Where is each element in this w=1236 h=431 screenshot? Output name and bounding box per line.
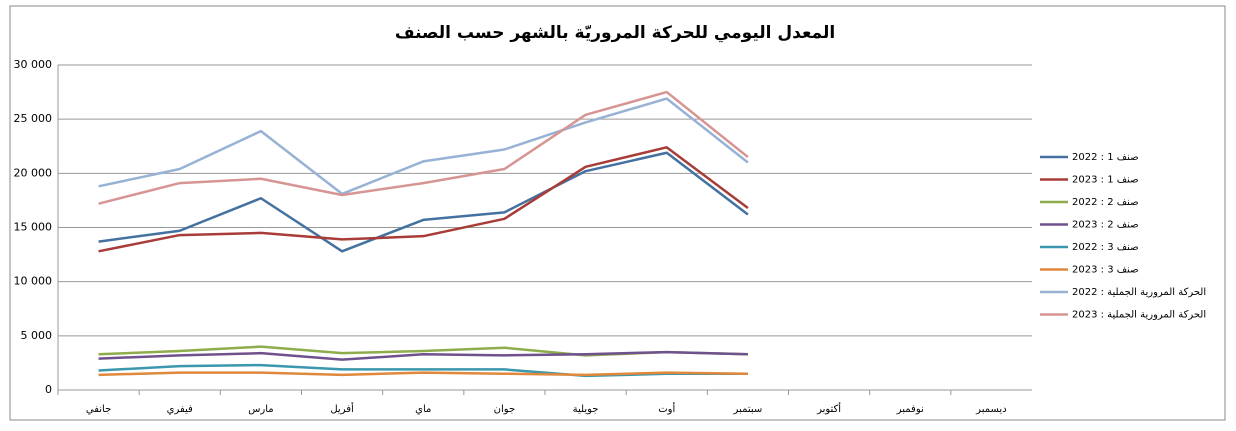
x-tick-label: جوان bbox=[494, 404, 515, 415]
series-line bbox=[98, 371, 748, 377]
series-line bbox=[98, 97, 749, 196]
x-tick-label: أوت bbox=[658, 402, 675, 415]
y-tick-label: 30 000 bbox=[14, 58, 53, 71]
legend-label: صنف 2 : 2023 bbox=[1072, 220, 1139, 231]
legend-label: صنف 3 : 2022 bbox=[1072, 242, 1139, 253]
x-tick-label: أكتوبر bbox=[816, 402, 841, 415]
series-line bbox=[98, 350, 748, 361]
x-tick-label: ماي bbox=[415, 404, 431, 415]
legend-label: صنف 1 : 2022 bbox=[1072, 152, 1139, 163]
chart-title: المعدل اليومي للحركة المروريّة بالشهر حس… bbox=[395, 23, 835, 43]
legend-label: صنف 3 : 2023 bbox=[1072, 265, 1139, 276]
y-tick-label: 15 000 bbox=[14, 221, 53, 234]
series-line bbox=[98, 90, 749, 205]
series-line bbox=[98, 146, 749, 253]
legend-label: الحركة المرورية الجملية : 2023 bbox=[1072, 310, 1206, 321]
legend-label: صنف 1 : 2023 bbox=[1072, 175, 1139, 186]
x-tick-label: سبتمبر bbox=[733, 404, 763, 415]
y-tick-label: 20 000 bbox=[14, 166, 53, 179]
y-tick-label: 0 bbox=[45, 383, 52, 396]
series-line bbox=[98, 151, 749, 253]
x-tick-label: أفريل bbox=[330, 402, 354, 415]
y-tick-label: 10 000 bbox=[14, 275, 53, 288]
x-tick-label: مارس bbox=[248, 404, 273, 415]
y-tick-label: 25 000 bbox=[14, 112, 53, 125]
x-tick-label: ديسمبر bbox=[975, 404, 1006, 415]
x-tick-label: فيفري bbox=[167, 404, 193, 415]
x-tick-label: جويلية bbox=[573, 404, 599, 415]
y-tick-label: 5 000 bbox=[21, 329, 53, 342]
legend-label: صنف 2 : 2022 bbox=[1072, 197, 1139, 208]
x-tick-label: جانفي bbox=[86, 404, 111, 415]
chart-frame bbox=[9, 5, 1226, 421]
x-tick-label: نوفمبر bbox=[896, 404, 924, 415]
legend-label: الحركة المرورية الجملية : 2022 bbox=[1072, 287, 1206, 298]
